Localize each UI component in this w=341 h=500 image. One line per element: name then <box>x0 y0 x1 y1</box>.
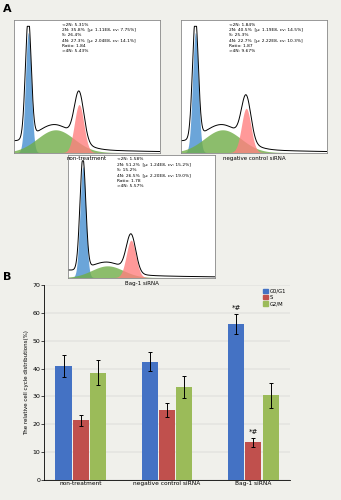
Text: Bag-1 siRNA: Bag-1 siRNA <box>124 281 159 286</box>
Text: non-treatment: non-treatment <box>67 156 107 161</box>
Text: *#: *# <box>249 430 258 436</box>
Bar <box>56 366 72 480</box>
Text: *#: *# <box>232 306 241 312</box>
Text: A: A <box>3 4 12 14</box>
Bar <box>176 386 192 480</box>
Legend: G0/G1, S, G2/M: G0/G1, S, G2/M <box>262 288 287 308</box>
Text: <2N: 5.31%
2N: 35.8%  [μ: 1.11E8, cv: 7.75%]
S: 26.4%
4N: 27.3%  [μ: 2.04E8, cv:: <2N: 5.31% 2N: 35.8% [μ: 1.11E8, cv: 7.7… <box>62 22 136 54</box>
Bar <box>142 362 158 480</box>
Bar <box>90 373 106 480</box>
Text: <2N: 1.58%
2N: 51.2%  [μ: 1.24E8, cv: 15.2%]
S: 15.2%
4N: 26.5%  [μ: 2.20E8, cv:: <2N: 1.58% 2N: 51.2% [μ: 1.24E8, cv: 15.… <box>117 158 191 188</box>
Text: <2N: 1.84%
2N: 40.5%  [μ: 1.19E8, cv: 14.5%]
S: 25.3%
4N: 22.7%  [μ: 2.22E8, cv:: <2N: 1.84% 2N: 40.5% [μ: 1.19E8, cv: 14.… <box>229 22 303 54</box>
Bar <box>246 442 262 480</box>
Bar <box>228 324 244 480</box>
Bar <box>73 420 89 480</box>
Bar <box>159 410 175 480</box>
Bar <box>263 395 279 480</box>
Text: negative control siRNA: negative control siRNA <box>223 156 285 161</box>
Text: B: B <box>3 272 12 282</box>
Y-axis label: The relative cell cycle distributions(%): The relative cell cycle distributions(%) <box>25 330 30 435</box>
